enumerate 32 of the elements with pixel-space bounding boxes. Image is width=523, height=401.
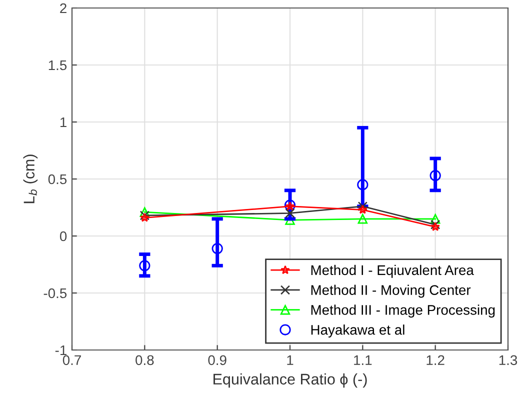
point	[212, 242, 223, 254]
y-tick-label: 0	[60, 231, 67, 242]
x-axis-title: Equivalance Ratio ϕ (-)	[214, 373, 367, 388]
y-tick-label: 2	[60, 3, 66, 14]
point	[140, 207, 150, 217]
y-tick-label: -0.5	[44, 288, 67, 298]
point	[358, 204, 368, 214]
legend-label: Method III - Image Processing	[311, 304, 495, 318]
y-tick-label: 1.5	[48, 60, 67, 70]
x-tick-label: 0.9	[208, 355, 226, 366]
legend-label: Method I - Eqiuvalent Area	[311, 264, 474, 278]
y-tick-label: 1	[60, 117, 66, 128]
x-tick-label: 1.1	[354, 355, 372, 365]
legend-label: Method II - Moving Center	[311, 284, 471, 298]
x-tick-label: 0.8	[136, 355, 154, 366]
point	[357, 179, 368, 190]
point	[430, 214, 440, 224]
y-tick-label: -1	[55, 345, 66, 356]
x-tick-label: 0.7	[62, 355, 81, 366]
x-tick-label: 1.3	[499, 355, 518, 366]
y-axis-title: L$_{b}$ (cm)	[23, 154, 38, 204]
point	[139, 260, 150, 272]
point	[430, 220, 440, 230]
y-tick-label: 0.5	[48, 174, 67, 184]
point	[430, 170, 441, 182]
x-tick-label: 1.2	[426, 355, 444, 365]
point	[358, 202, 368, 212]
x-tick-label: 1	[287, 355, 294, 365]
point	[358, 214, 368, 224]
point	[430, 222, 440, 231]
point	[285, 208, 295, 218]
legend-label: Hayakawa et al	[311, 324, 404, 338]
